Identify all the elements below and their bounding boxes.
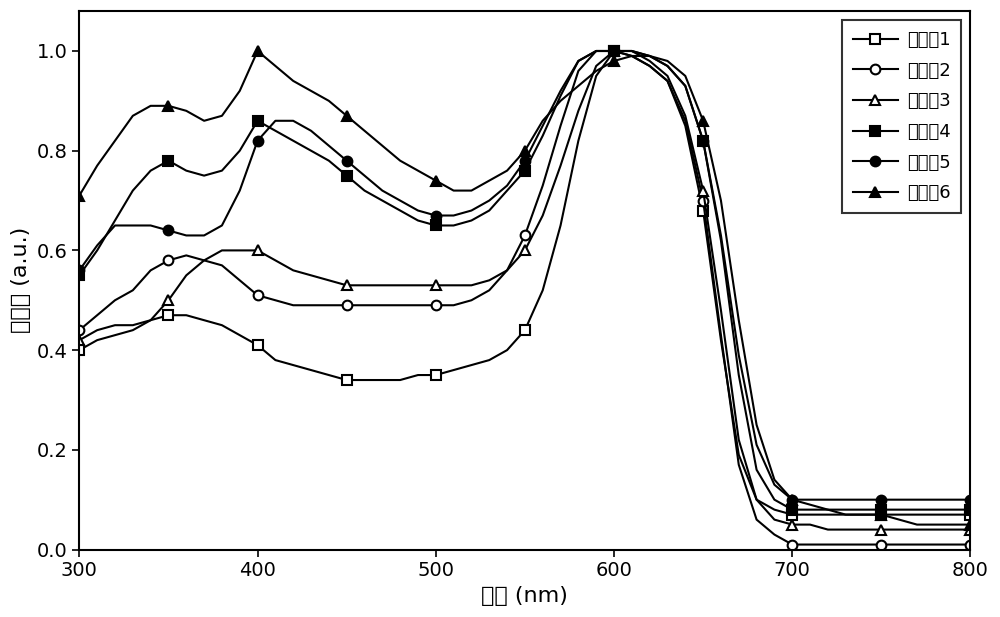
- 共聚物5: [359, 172, 371, 180]
- 共聚物5: [947, 496, 959, 503]
- 共聚物2: [679, 117, 691, 125]
- 共聚物2: [359, 302, 371, 309]
- 共聚物2: [964, 541, 976, 549]
- 共聚物1: [608, 48, 620, 55]
- 共聚物2: [733, 461, 745, 468]
- 共聚物2: [341, 302, 353, 309]
- 共聚物5: [679, 82, 691, 89]
- 共聚物4: [733, 371, 745, 379]
- 共聚物5: [73, 267, 85, 274]
- 共聚物5: [786, 496, 798, 503]
- 共聚物1: [964, 511, 976, 518]
- 共聚物2: [947, 541, 959, 549]
- 共聚物1: [679, 122, 691, 130]
- 共聚物6: [964, 521, 976, 528]
- 共聚物3: [964, 526, 976, 533]
- 共聚物3: [73, 336, 85, 344]
- 共聚物3: [947, 526, 959, 533]
- 共聚物1: [733, 451, 745, 458]
- 共聚物4: [73, 271, 85, 279]
- 共聚物6: [287, 77, 299, 85]
- 共聚物1: [786, 511, 798, 518]
- 共聚物5: [269, 117, 281, 125]
- 共聚物6: [947, 521, 959, 528]
- Legend: 共聚物1, 共聚物2, 共聚物3, 共聚物4, 共聚物5, 共聚物6: 共聚物1, 共聚物2, 共聚物3, 共聚物4, 共聚物5, 共聚物6: [842, 20, 961, 213]
- 共聚物4: [359, 187, 371, 194]
- 共聚物6: [733, 317, 745, 324]
- 共聚物6: [911, 521, 923, 528]
- 共聚物3: [822, 526, 834, 533]
- 共聚物4: [947, 506, 959, 513]
- 共聚物4: [679, 82, 691, 89]
- Line: 共聚物3: 共聚物3: [74, 46, 975, 534]
- 共聚物6: [73, 192, 85, 199]
- 共聚物5: [733, 352, 745, 359]
- 共聚物3: [679, 112, 691, 120]
- 共聚物3: [341, 281, 353, 289]
- 共聚物3: [269, 257, 281, 264]
- 共聚物3: [733, 436, 745, 444]
- Y-axis label: 吸收值 (a.u.): 吸收值 (a.u.): [11, 227, 31, 333]
- Line: 共聚物4: 共聚物4: [74, 46, 975, 515]
- 共聚物1: [73, 346, 85, 354]
- 共聚物2: [73, 326, 85, 334]
- 共聚物3: [608, 48, 620, 55]
- 共聚物2: [269, 297, 281, 304]
- 共聚物3: [359, 281, 371, 289]
- 共聚物5: [964, 496, 976, 503]
- 共聚物6: [252, 48, 264, 55]
- X-axis label: 波长 (nm): 波长 (nm): [481, 586, 568, 606]
- 共聚物6: [359, 127, 371, 135]
- 共聚物1: [947, 511, 959, 518]
- Line: 共聚物2: 共聚物2: [74, 46, 975, 549]
- 共聚物5: [590, 48, 602, 55]
- 共聚物2: [786, 541, 798, 549]
- 共聚物4: [590, 48, 602, 55]
- 共聚物6: [376, 142, 388, 149]
- Line: 共聚物1: 共聚物1: [74, 46, 975, 520]
- 共聚物6: [679, 72, 691, 80]
- 共聚物4: [269, 127, 281, 135]
- 共聚物1: [359, 376, 371, 384]
- 共聚物1: [341, 376, 353, 384]
- 共聚物4: [786, 506, 798, 513]
- 共聚物2: [590, 48, 602, 55]
- Line: 共聚物5: 共聚物5: [74, 46, 975, 505]
- 共聚物1: [269, 357, 281, 364]
- Line: 共聚物6: 共聚物6: [74, 46, 975, 529]
- 共聚物5: [341, 157, 353, 164]
- 共聚物4: [964, 506, 976, 513]
- 共聚物4: [341, 172, 353, 180]
